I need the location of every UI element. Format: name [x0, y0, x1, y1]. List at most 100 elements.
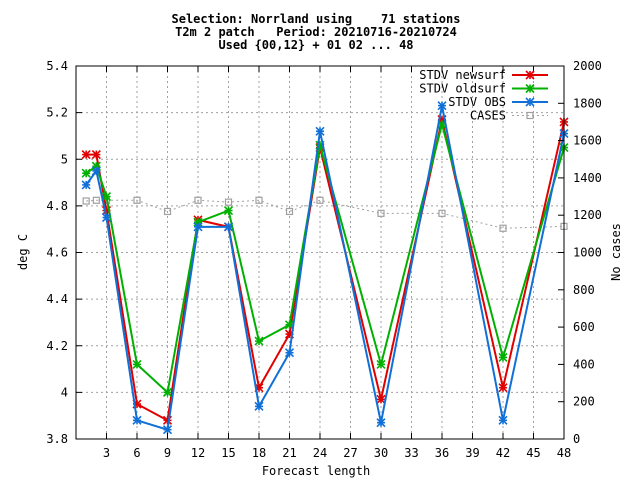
data-point [162, 425, 173, 435]
marker-stroke [91, 166, 101, 176]
data-point [285, 207, 294, 216]
y2-tick-label: 0 [573, 432, 580, 446]
data-point [254, 336, 264, 346]
data-point [194, 196, 202, 204]
x-tick-label: 45 [526, 446, 540, 460]
marker-stroke [254, 336, 264, 346]
legend-entry-stdv-obs: STDV OBS [448, 95, 548, 109]
y2-axis-label: No cases [609, 223, 623, 281]
data-point [498, 415, 508, 425]
x-tick-label: 30 [374, 446, 388, 460]
data-point [376, 359, 386, 369]
marker-stroke [162, 387, 173, 397]
marker-stroke [498, 415, 508, 425]
data-point [284, 320, 295, 330]
data-point [82, 197, 90, 205]
x-tick-label: 42 [496, 446, 510, 460]
x-tick-label: 12 [191, 446, 205, 460]
marker-stroke [284, 320, 295, 330]
data-point [132, 415, 142, 425]
marker-stroke [91, 150, 101, 160]
y2-tick-label: 1600 [573, 134, 602, 148]
legend-entry-cases: CASES [470, 109, 548, 123]
data-point [377, 209, 385, 217]
data-point [101, 191, 112, 202]
data-point [284, 348, 295, 358]
data-point [224, 198, 233, 206]
marker-stroke [437, 101, 447, 111]
data-point [255, 196, 263, 204]
data-point [91, 150, 101, 160]
data-point [101, 212, 112, 223]
data-point [92, 196, 100, 204]
marker-stroke [132, 415, 142, 425]
y-tick-label: 4 [61, 385, 68, 399]
data-point [498, 383, 508, 393]
marker-stroke [284, 348, 295, 358]
y2-tick-label: 1000 [573, 246, 602, 260]
x-tick-label: 36 [435, 446, 449, 460]
title-line-1: Selection: Norrland using 71 stations [172, 12, 461, 26]
data-point [91, 166, 101, 176]
x-tick-label: 15 [221, 446, 235, 460]
series-line-stdv-oldsurf [85, 124, 565, 395]
data-point [163, 207, 172, 216]
data-point [223, 222, 234, 232]
y2-tick-label: 1200 [573, 208, 602, 222]
y-tick-label: 4.6 [46, 246, 68, 260]
series-layer [81, 101, 569, 435]
y-tick-label: 5.4 [46, 59, 68, 73]
y-tick-label: 5.2 [46, 106, 68, 120]
series-cases [82, 196, 568, 232]
data-point [193, 222, 203, 232]
marker-stroke [254, 401, 264, 411]
marker-stroke [223, 222, 234, 232]
axes-ticks: 3 6 9 12 15 18 21 24 27 30 33 36 39 42 45 483.844.24.44… [46, 59, 602, 460]
marker-stroke [376, 359, 386, 369]
y2-tick-label: 800 [573, 283, 595, 297]
legend-marker [525, 83, 535, 94]
title-line-3: Used {00,12} + 01 02 ... 48 [218, 38, 413, 52]
data-point [438, 209, 446, 217]
legend-entry-stdv-newsurf: STDV newsurf [419, 68, 548, 82]
marker-stroke [498, 383, 508, 393]
data-point [499, 224, 507, 232]
legend-label: STDV oldsurf [419, 82, 506, 96]
marker-stroke [315, 126, 325, 136]
marker-stroke [525, 97, 535, 107]
legend-label: STDV newsurf [419, 68, 506, 82]
x-tick-label: 48 [557, 446, 571, 460]
series-line-cases [86, 199, 565, 229]
marker-stroke [81, 180, 91, 190]
x-tick-label: 24 [313, 446, 327, 460]
legend-entry-stdv-oldsurf: STDV oldsurf [419, 82, 548, 96]
series-line-stdv-obs [85, 105, 565, 431]
y-axis-label: deg C [16, 234, 30, 270]
data-point [223, 205, 234, 216]
marker-stroke [162, 425, 173, 435]
legend-label: CASES [470, 109, 506, 123]
data-point [81, 180, 91, 190]
marker-stroke [81, 168, 91, 178]
x-axis-label: Forecast length [262, 464, 370, 478]
y2-tick-label: 400 [573, 357, 595, 371]
y-tick-label: 4.8 [46, 199, 68, 213]
y2-tick-label: 1400 [573, 171, 602, 185]
x-tick-label: 21 [282, 446, 296, 460]
marker-stroke [498, 352, 508, 362]
x-tick-label: 18 [252, 446, 266, 460]
legend-marker [525, 70, 535, 80]
data-point [376, 418, 386, 428]
title-line-2: T2m 2 patch Period: 20210716-20210724 [175, 25, 457, 39]
series-stdv-obs [81, 101, 569, 435]
x-tick-label: 39 [465, 446, 479, 460]
data-point [132, 359, 142, 369]
marker-stroke [81, 150, 91, 160]
marker-stroke [101, 212, 112, 223]
chart-title: Selection: Norrland using 71 stations T2… [172, 12, 461, 52]
x-tick-label: 33 [404, 446, 418, 460]
data-point [133, 196, 141, 204]
y2-tick-label: 2000 [573, 59, 602, 73]
y2-tick-label: 200 [573, 395, 595, 409]
